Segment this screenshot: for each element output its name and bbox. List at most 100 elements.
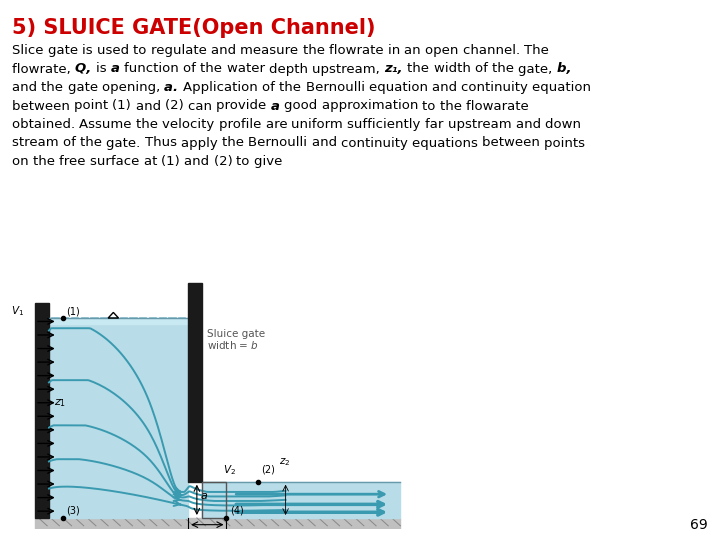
- Bar: [35, 303, 49, 518]
- Text: a: a: [200, 491, 207, 501]
- Text: an: an: [405, 44, 426, 57]
- Text: to: to: [236, 155, 254, 168]
- Bar: [49, 319, 188, 518]
- Text: gate.: gate.: [107, 137, 145, 150]
- Text: the: the: [41, 81, 68, 94]
- Text: point: point: [74, 99, 112, 112]
- Text: $V_1$: $V_1$: [11, 305, 24, 319]
- Text: gate,: gate,: [518, 63, 557, 76]
- Text: $V_2$: $V_2$: [223, 463, 236, 476]
- Text: continuity: continuity: [462, 81, 533, 94]
- Text: of: of: [262, 81, 279, 94]
- Text: upstream: upstream: [448, 118, 516, 131]
- Text: and: and: [184, 155, 214, 168]
- Text: opening,: opening,: [102, 81, 164, 94]
- Text: and: and: [135, 99, 165, 112]
- Text: z₁,: z₁,: [384, 63, 408, 76]
- Text: uniform: uniform: [292, 118, 347, 131]
- Text: obtained.: obtained.: [12, 118, 79, 131]
- Text: (2): (2): [214, 155, 236, 168]
- Text: The: The: [524, 44, 554, 57]
- Text: approximation: approximation: [322, 99, 423, 112]
- Text: (2): (2): [261, 465, 275, 475]
- Text: channel.: channel.: [463, 44, 524, 57]
- Text: a.: a.: [164, 81, 183, 94]
- Text: open: open: [426, 44, 463, 57]
- Text: flowrate,: flowrate,: [12, 63, 75, 76]
- Bar: [202, 482, 400, 518]
- Text: stream: stream: [12, 137, 63, 150]
- Text: the: the: [200, 63, 227, 76]
- Text: $z_2$: $z_2$: [279, 456, 290, 468]
- Text: depth: depth: [269, 63, 312, 76]
- Text: measure: measure: [240, 44, 303, 57]
- Text: function: function: [125, 63, 184, 76]
- Text: upstream,: upstream,: [312, 63, 384, 76]
- Text: Thus: Thus: [145, 137, 181, 150]
- Text: Application: Application: [183, 81, 262, 94]
- Text: Q,: Q,: [75, 63, 96, 76]
- Text: Bernoulli: Bernoulli: [248, 137, 312, 150]
- Text: far: far: [425, 118, 448, 131]
- Text: (1): (1): [112, 99, 135, 112]
- Text: are: are: [266, 118, 292, 131]
- Text: Bernoulli: Bernoulli: [305, 81, 369, 94]
- Text: the: the: [303, 44, 329, 57]
- Text: of: of: [474, 63, 492, 76]
- Text: at: at: [143, 155, 161, 168]
- Text: regulate: regulate: [151, 44, 211, 57]
- Text: the: the: [222, 137, 248, 150]
- Text: velocity: velocity: [163, 118, 219, 131]
- Text: flowarate: flowarate: [467, 99, 534, 112]
- Text: Sluice gate: Sluice gate: [207, 329, 266, 339]
- Text: to: to: [423, 99, 440, 112]
- Text: gate: gate: [68, 81, 102, 94]
- Text: $z_1$: $z_1$: [54, 397, 66, 409]
- Text: between: between: [482, 137, 544, 150]
- Text: (4): (4): [230, 505, 243, 515]
- Text: the: the: [136, 118, 163, 131]
- Text: and: and: [12, 81, 41, 94]
- Text: sufficiently: sufficiently: [347, 118, 425, 131]
- Text: profile: profile: [219, 118, 266, 131]
- Text: the: the: [279, 81, 305, 94]
- Text: on: on: [12, 155, 33, 168]
- Text: equation: equation: [369, 81, 432, 94]
- Text: width = $b$: width = $b$: [207, 339, 259, 350]
- Text: and: and: [312, 137, 341, 150]
- Text: free: free: [59, 155, 90, 168]
- Text: Slice: Slice: [12, 44, 48, 57]
- Text: (3): (3): [66, 505, 80, 515]
- Text: the: the: [492, 63, 518, 76]
- Text: is: is: [82, 44, 97, 57]
- Text: 5) SLUICE GATE(Open Channel): 5) SLUICE GATE(Open Channel): [12, 18, 376, 38]
- Text: the: the: [33, 155, 59, 168]
- Text: provide: provide: [216, 99, 271, 112]
- Bar: [188, 283, 202, 482]
- Text: b,: b,: [557, 63, 576, 76]
- Text: equation: equation: [533, 81, 595, 94]
- Text: and: and: [432, 81, 462, 94]
- Text: water: water: [227, 63, 269, 76]
- Text: a: a: [111, 63, 125, 76]
- Text: in: in: [388, 44, 405, 57]
- Text: the: the: [408, 63, 433, 76]
- Text: flowrate: flowrate: [329, 44, 388, 57]
- Text: width: width: [433, 63, 474, 76]
- Text: and: and: [516, 118, 545, 131]
- Text: give: give: [254, 155, 287, 168]
- Text: continuity: continuity: [341, 137, 412, 150]
- Text: 69: 69: [690, 518, 708, 532]
- Text: of: of: [63, 137, 80, 150]
- Bar: [202, 482, 226, 518]
- Text: Assume: Assume: [79, 118, 136, 131]
- Bar: [49, 318, 188, 323]
- Text: can: can: [188, 99, 216, 112]
- Text: and: and: [211, 44, 240, 57]
- Text: to: to: [133, 44, 151, 57]
- Text: used: used: [97, 44, 133, 57]
- Text: equations: equations: [412, 137, 482, 150]
- Text: (1): (1): [161, 155, 184, 168]
- Bar: [35, 518, 400, 529]
- Text: the: the: [80, 137, 107, 150]
